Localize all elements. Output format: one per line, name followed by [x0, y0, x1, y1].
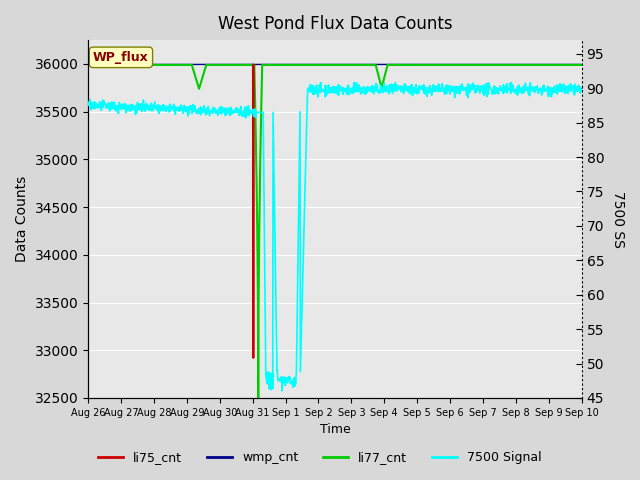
- Title: West Pond Flux Data Counts: West Pond Flux Data Counts: [218, 15, 452, 33]
- Y-axis label: 7500 SS: 7500 SS: [611, 191, 625, 248]
- X-axis label: Time: Time: [319, 423, 350, 436]
- Legend: li75_cnt, wmp_cnt, li77_cnt, 7500 Signal: li75_cnt, wmp_cnt, li77_cnt, 7500 Signal: [93, 446, 547, 469]
- Y-axis label: Data Counts: Data Counts: [15, 176, 29, 262]
- Text: WP_flux: WP_flux: [93, 51, 149, 64]
